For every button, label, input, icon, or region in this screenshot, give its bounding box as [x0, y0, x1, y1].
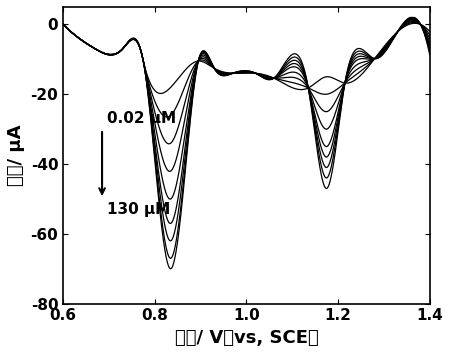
X-axis label: 电位/ V（vs, SCE）: 电位/ V（vs, SCE）	[175, 329, 318, 347]
Text: 0.02 μM: 0.02 μM	[107, 110, 176, 126]
Text: 130 μM: 130 μM	[107, 202, 170, 217]
Y-axis label: 电流/ μA: 电流/ μA	[7, 125, 25, 186]
